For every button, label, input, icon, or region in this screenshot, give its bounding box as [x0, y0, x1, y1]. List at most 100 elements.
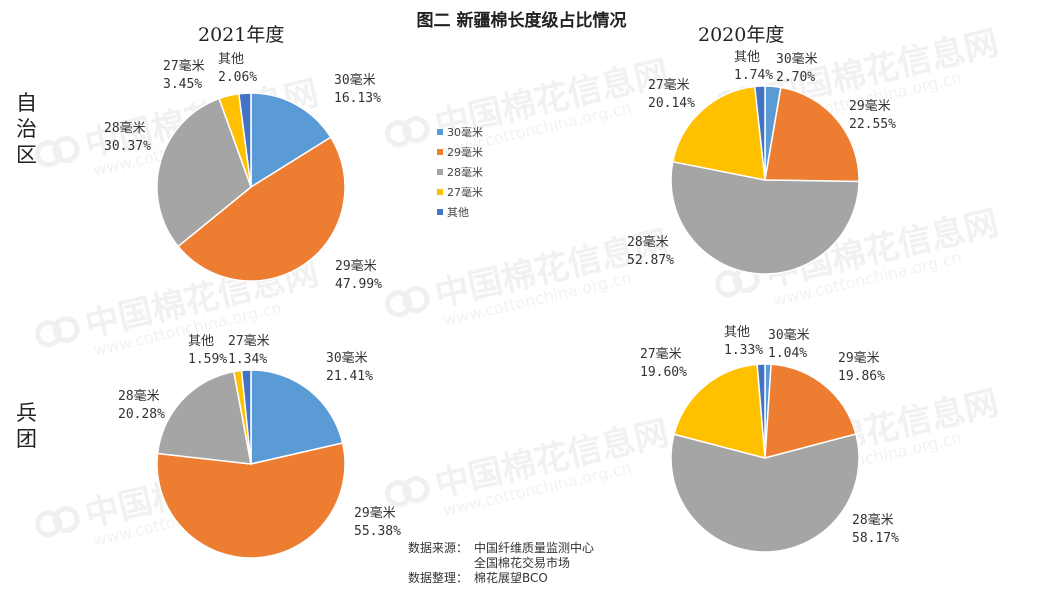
year-label-2020: 2020年度 [698, 24, 785, 46]
legend-swatch [437, 189, 443, 195]
row-label-region: 自治区 [16, 91, 37, 167]
slice-value: 52.87% [627, 253, 674, 268]
pie-slice [764, 86, 860, 183]
pie-chart: 30毫米 16.13% 29毫米 47.99% 28毫米 30.37% 27毫米 3.45% 其… [104, 52, 382, 292]
slice-label: 30毫米 16.13% [334, 72, 381, 106]
slice-label: 28毫米 58.17% [852, 512, 899, 546]
legend-item: 27毫米 [437, 182, 483, 202]
slice-value: 19.86% [838, 369, 885, 384]
pie-slice [670, 433, 860, 553]
slice-category: 29毫米 [354, 505, 396, 521]
slice-category: 其他 [734, 50, 760, 65]
legend-label: 27毫米 [447, 186, 483, 199]
slice-label: 30毫米 2.70% [776, 51, 818, 85]
slice-value: 30.37% [104, 139, 151, 154]
source-note: 数据来源： 中国纤维质量监测中心 全国棉花交易市场 数据整理： 棉花展望BCO [408, 541, 594, 586]
slice-value: 55.38% [354, 524, 401, 539]
slice-category: 28毫米 [627, 234, 669, 250]
slice-label: 28毫米 30.37% [104, 120, 151, 154]
slice-category: 30毫米 [326, 350, 368, 366]
slice-category: 28毫米 [852, 512, 894, 528]
legend-label: 28毫米 [447, 166, 483, 179]
legend-item: 其他 [437, 202, 483, 222]
slice-value: 20.28% [118, 407, 165, 422]
slice-value: 1.74% [734, 68, 773, 83]
legend-swatch [437, 169, 443, 175]
legend-label: 30毫米 [447, 126, 483, 139]
pie-slice [156, 442, 346, 559]
row-label-corps: 兵团 [16, 401, 37, 451]
slice-label: 29毫米 19.86% [838, 350, 885, 384]
slice-category: 28毫米 [118, 388, 160, 404]
legend-swatch [437, 129, 443, 135]
slice-category: 30毫米 [776, 51, 818, 67]
slice-value: 3.45% [163, 77, 202, 92]
slice-label: 27毫米 20.14% [648, 77, 695, 111]
slice-label: 其他 1.74% [734, 50, 773, 83]
slice-label: 其他 1.59% [188, 334, 227, 367]
slice-category: 29毫米 [335, 258, 377, 274]
pie-slice [671, 85, 766, 181]
slice-category: 29毫米 [849, 98, 891, 114]
slice-value: 22.55% [849, 117, 896, 132]
slice-category: 27毫米 [228, 333, 270, 349]
slice-label: 27毫米 1.34% [228, 333, 270, 367]
pie-chart: 30毫米 21.41%29毫米 55.38%28毫米 20.28%27毫米 1.34%其… [118, 333, 401, 559]
pie-slice [670, 160, 860, 275]
slice-label: 29毫米 22.55% [849, 98, 896, 132]
slice-label: 30毫米 1.04% [768, 327, 810, 361]
pie-slice [156, 97, 252, 248]
legend: 30毫米 29毫米 28毫米 27毫米 其他 [437, 122, 483, 222]
slice-value: 20.14% [648, 96, 695, 111]
compiler-value: 棉花展望BCO [474, 571, 548, 585]
pie-slice [177, 136, 346, 282]
pie-slice [753, 85, 766, 181]
slice-value: 58.17% [852, 531, 899, 546]
slice-value: 47.99% [335, 277, 382, 292]
slice-label: 27毫米 3.45% [163, 58, 205, 92]
slice-category: 27毫米 [640, 346, 682, 362]
compiler-label: 数据整理： [408, 571, 469, 585]
year-label-2021: 2021年度 [198, 24, 285, 46]
pie-slice [756, 363, 766, 459]
slice-value: 1.04% [768, 346, 807, 361]
slice-label: 27毫米 19.60% [640, 346, 687, 380]
pie-slice [764, 363, 857, 459]
slice-value: 2.06% [218, 70, 257, 85]
slice-category: 27毫米 [163, 58, 205, 74]
slice-value: 1.34% [228, 352, 267, 367]
slice-category: 30毫米 [334, 72, 376, 88]
pie-slice [673, 363, 766, 459]
slice-value: 1.59% [188, 352, 227, 367]
slice-value: 21.41% [326, 369, 373, 384]
slice-label: 其他 2.06% [218, 52, 257, 85]
source-value: 全国棉花交易市场 [474, 556, 571, 570]
legend-label: 其他 [447, 206, 469, 219]
slice-category: 28毫米 [104, 120, 146, 136]
slice-value: 2.70% [776, 70, 815, 85]
slice-category: 27毫米 [648, 77, 690, 93]
pie-slice [156, 370, 252, 465]
slice-label: 29毫米 47.99% [335, 258, 382, 292]
legend-swatch [437, 149, 443, 155]
slice-category: 其他 [188, 334, 214, 349]
slice-category: 其他 [218, 52, 244, 67]
slice-label: 30毫米 21.41% [326, 350, 373, 384]
slice-value: 16.13% [334, 91, 381, 106]
slice-category: 30毫米 [768, 327, 810, 343]
slice-label: 28毫米 52.87% [627, 234, 674, 268]
slice-value: 1.33% [724, 343, 763, 358]
legend-swatch [437, 209, 443, 215]
source-value: 中国纤维质量监测中心 [474, 541, 595, 555]
slice-label: 其他 1.33% [724, 325, 763, 358]
legend-item: 28毫米 [437, 162, 483, 182]
pie-slice [240, 369, 252, 465]
pie-chart: 30毫米 1.04% 29毫米 19.86% 28毫米 58.17% 27毫米 19.60% 其… [640, 325, 899, 553]
slice-value: 19.60% [640, 365, 687, 380]
source-label: 数据来源： [408, 541, 469, 555]
legend-item: 29毫米 [437, 142, 483, 162]
pie-slice [238, 92, 252, 188]
legend-label: 29毫米 [447, 146, 483, 159]
